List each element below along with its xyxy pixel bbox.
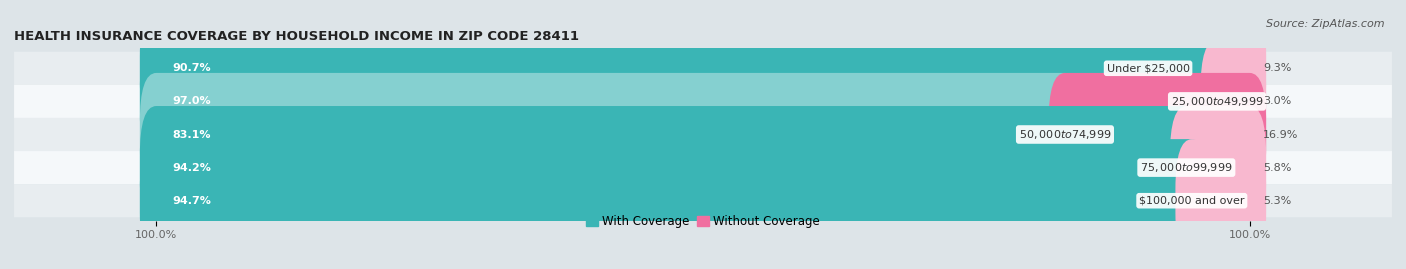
Text: 97.0%: 97.0%	[173, 96, 211, 107]
Text: 5.3%: 5.3%	[1263, 196, 1291, 206]
FancyBboxPatch shape	[139, 40, 1233, 163]
Text: 83.1%: 83.1%	[173, 129, 211, 140]
FancyBboxPatch shape	[14, 184, 1392, 217]
Text: Under $25,000: Under $25,000	[1107, 63, 1189, 73]
FancyBboxPatch shape	[14, 151, 1392, 184]
FancyBboxPatch shape	[1170, 106, 1267, 229]
Text: $75,000 to $99,999: $75,000 to $99,999	[1140, 161, 1233, 174]
Text: 3.0%: 3.0%	[1263, 96, 1291, 107]
Text: 94.7%: 94.7%	[173, 196, 211, 206]
FancyBboxPatch shape	[1049, 73, 1267, 196]
FancyBboxPatch shape	[1201, 40, 1267, 163]
Text: 16.9%: 16.9%	[1263, 129, 1298, 140]
FancyBboxPatch shape	[14, 118, 1392, 151]
FancyBboxPatch shape	[14, 52, 1392, 85]
Legend: With Coverage, Without Coverage: With Coverage, Without Coverage	[586, 215, 820, 228]
FancyBboxPatch shape	[139, 106, 1202, 229]
Text: 5.8%: 5.8%	[1263, 162, 1291, 173]
FancyBboxPatch shape	[1132, 7, 1267, 130]
FancyBboxPatch shape	[139, 139, 1208, 262]
Text: Source: ZipAtlas.com: Source: ZipAtlas.com	[1267, 19, 1385, 29]
Text: $100,000 and over: $100,000 and over	[1139, 196, 1244, 206]
Text: $25,000 to $49,999: $25,000 to $49,999	[1171, 95, 1263, 108]
FancyBboxPatch shape	[139, 7, 1164, 130]
Text: 94.2%: 94.2%	[173, 162, 211, 173]
Text: $50,000 to $74,999: $50,000 to $74,999	[1019, 128, 1111, 141]
FancyBboxPatch shape	[139, 73, 1081, 196]
FancyBboxPatch shape	[1175, 139, 1267, 262]
Text: HEALTH INSURANCE COVERAGE BY HOUSEHOLD INCOME IN ZIP CODE 28411: HEALTH INSURANCE COVERAGE BY HOUSEHOLD I…	[14, 30, 579, 43]
FancyBboxPatch shape	[14, 85, 1392, 118]
Text: 9.3%: 9.3%	[1263, 63, 1291, 73]
Text: 90.7%: 90.7%	[173, 63, 211, 73]
